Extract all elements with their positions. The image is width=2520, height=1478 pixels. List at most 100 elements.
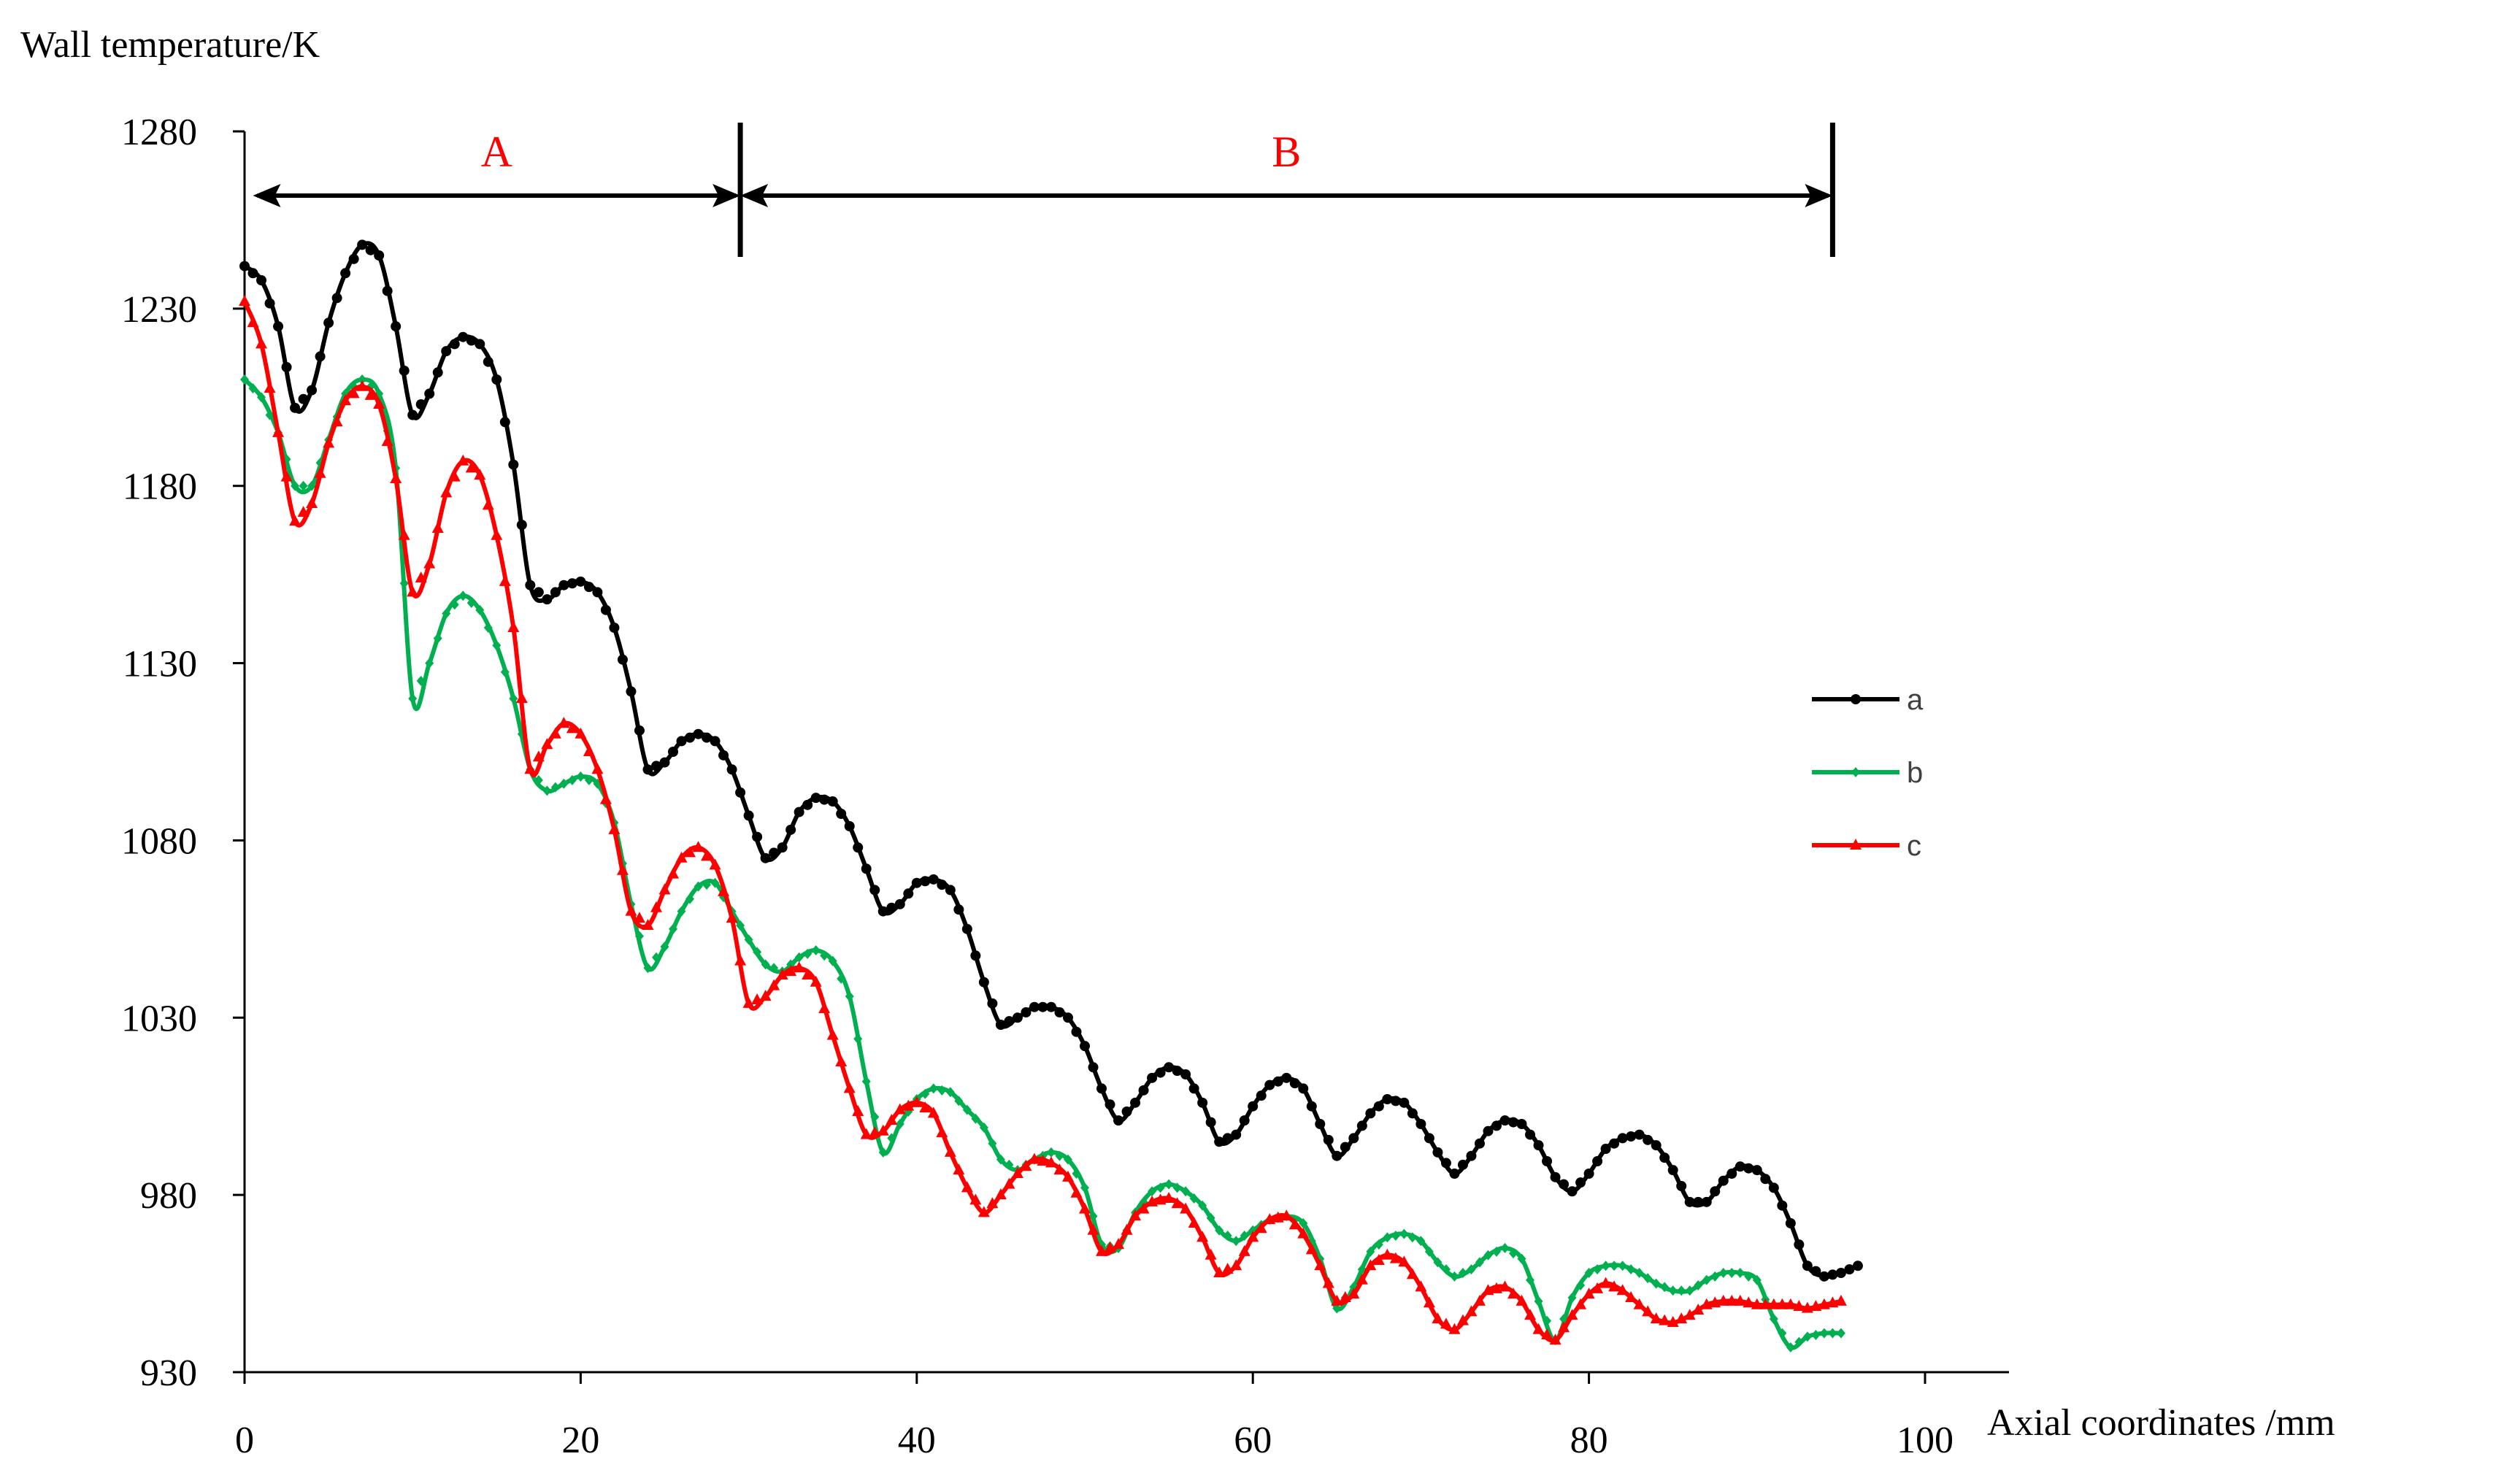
axes: 0 20 40 60 80 100 930 980 1030 1080 1130 1180 1230 12… xyxy=(121,112,2009,1461)
data-point xyxy=(399,365,410,376)
data-point xyxy=(954,1096,964,1106)
data-point xyxy=(280,470,293,482)
data-point xyxy=(1683,1309,1696,1320)
data-point xyxy=(364,388,377,400)
data-point xyxy=(1692,1304,1705,1315)
series-line-b xyxy=(242,377,1841,1350)
data-point xyxy=(465,461,477,473)
data-point xyxy=(743,810,754,821)
data-point xyxy=(1147,1072,1158,1083)
data-point xyxy=(1491,1246,1501,1257)
data-point xyxy=(642,764,653,775)
x-tick-label: 20 xyxy=(561,1420,599,1461)
data-point xyxy=(633,912,645,923)
data-point xyxy=(257,392,266,403)
data-point xyxy=(248,383,258,394)
data-point xyxy=(1532,1323,1545,1334)
data-point xyxy=(599,793,612,804)
data-point xyxy=(1062,1012,1073,1023)
data-point xyxy=(398,528,410,540)
data-point xyxy=(1322,1277,1334,1288)
data-point xyxy=(1299,1218,1308,1228)
data-point xyxy=(1642,1305,1654,1317)
data-point xyxy=(1003,1177,1015,1189)
data-point xyxy=(1667,1165,1678,1176)
data-point xyxy=(425,658,434,669)
y-tick-label: 1130 xyxy=(123,644,197,685)
data-point xyxy=(836,809,847,819)
data-point xyxy=(500,666,510,677)
data-point xyxy=(265,409,274,420)
data-point xyxy=(239,295,250,307)
data-point xyxy=(507,621,520,632)
data-point xyxy=(684,846,696,858)
series-markers-c xyxy=(239,295,1847,1345)
data-point xyxy=(953,904,964,915)
data-point xyxy=(475,339,485,350)
data-point xyxy=(1332,1150,1342,1161)
data-point xyxy=(961,1181,973,1193)
data-point xyxy=(272,426,285,437)
data-point xyxy=(1063,1154,1072,1165)
data-point xyxy=(273,321,284,332)
data-point xyxy=(1238,1244,1251,1256)
data-point xyxy=(877,1124,889,1136)
data-point xyxy=(609,623,620,633)
data-point xyxy=(996,1154,1005,1165)
data-point xyxy=(845,991,854,1002)
data-point xyxy=(356,380,369,391)
data-point xyxy=(1156,1182,1165,1193)
data-point xyxy=(1651,1140,1662,1151)
data-point xyxy=(1314,1259,1326,1271)
data-point xyxy=(1297,1227,1310,1239)
data-point xyxy=(1272,1211,1284,1223)
data-point xyxy=(1288,1218,1301,1230)
data-point xyxy=(1171,1197,1183,1209)
data-point xyxy=(264,382,276,393)
data-point xyxy=(307,385,318,396)
data-point xyxy=(1801,1301,1813,1313)
data-point xyxy=(886,1114,898,1125)
data-point xyxy=(1137,1202,1150,1214)
data-point xyxy=(1087,1223,1099,1235)
data-point xyxy=(1710,1186,1721,1197)
data-point xyxy=(482,499,494,510)
data-point xyxy=(1633,1298,1645,1309)
data-point xyxy=(694,881,703,892)
data-point xyxy=(1768,1182,1779,1193)
data-point xyxy=(541,738,553,750)
data-point xyxy=(1601,1260,1610,1271)
data-point xyxy=(1072,1169,1081,1179)
data-point xyxy=(802,969,814,979)
data-point xyxy=(759,990,772,1001)
data-point xyxy=(499,574,511,586)
data-point xyxy=(1826,1296,1839,1308)
data-point xyxy=(793,961,805,973)
arrow-head-right xyxy=(712,184,741,207)
data-point xyxy=(777,842,788,853)
data-point xyxy=(861,863,872,874)
data-point xyxy=(910,1096,923,1107)
data-point xyxy=(1827,1269,1838,1280)
data-point xyxy=(1045,1001,1056,1012)
region-arrow-b xyxy=(740,184,1833,207)
data-point xyxy=(1121,1223,1133,1235)
data-point xyxy=(1458,1268,1467,1278)
data-point xyxy=(1450,1271,1459,1282)
data-point xyxy=(734,954,747,966)
data-point xyxy=(298,393,309,404)
data-point xyxy=(877,906,888,917)
series-b xyxy=(240,374,1845,1352)
data-point xyxy=(969,1193,982,1205)
x-axis-title: Axial coordinates /mm xyxy=(1987,1402,2335,1444)
data-point xyxy=(1332,1303,1342,1314)
data-point xyxy=(475,604,485,615)
data-point xyxy=(1566,1309,1578,1320)
data-point xyxy=(1189,1193,1199,1204)
data-point xyxy=(584,774,593,785)
data-point xyxy=(642,919,654,930)
data-point xyxy=(1104,1242,1116,1252)
data-point xyxy=(1045,1156,1057,1168)
data-point xyxy=(1550,1171,1561,1182)
data-point xyxy=(299,480,308,491)
